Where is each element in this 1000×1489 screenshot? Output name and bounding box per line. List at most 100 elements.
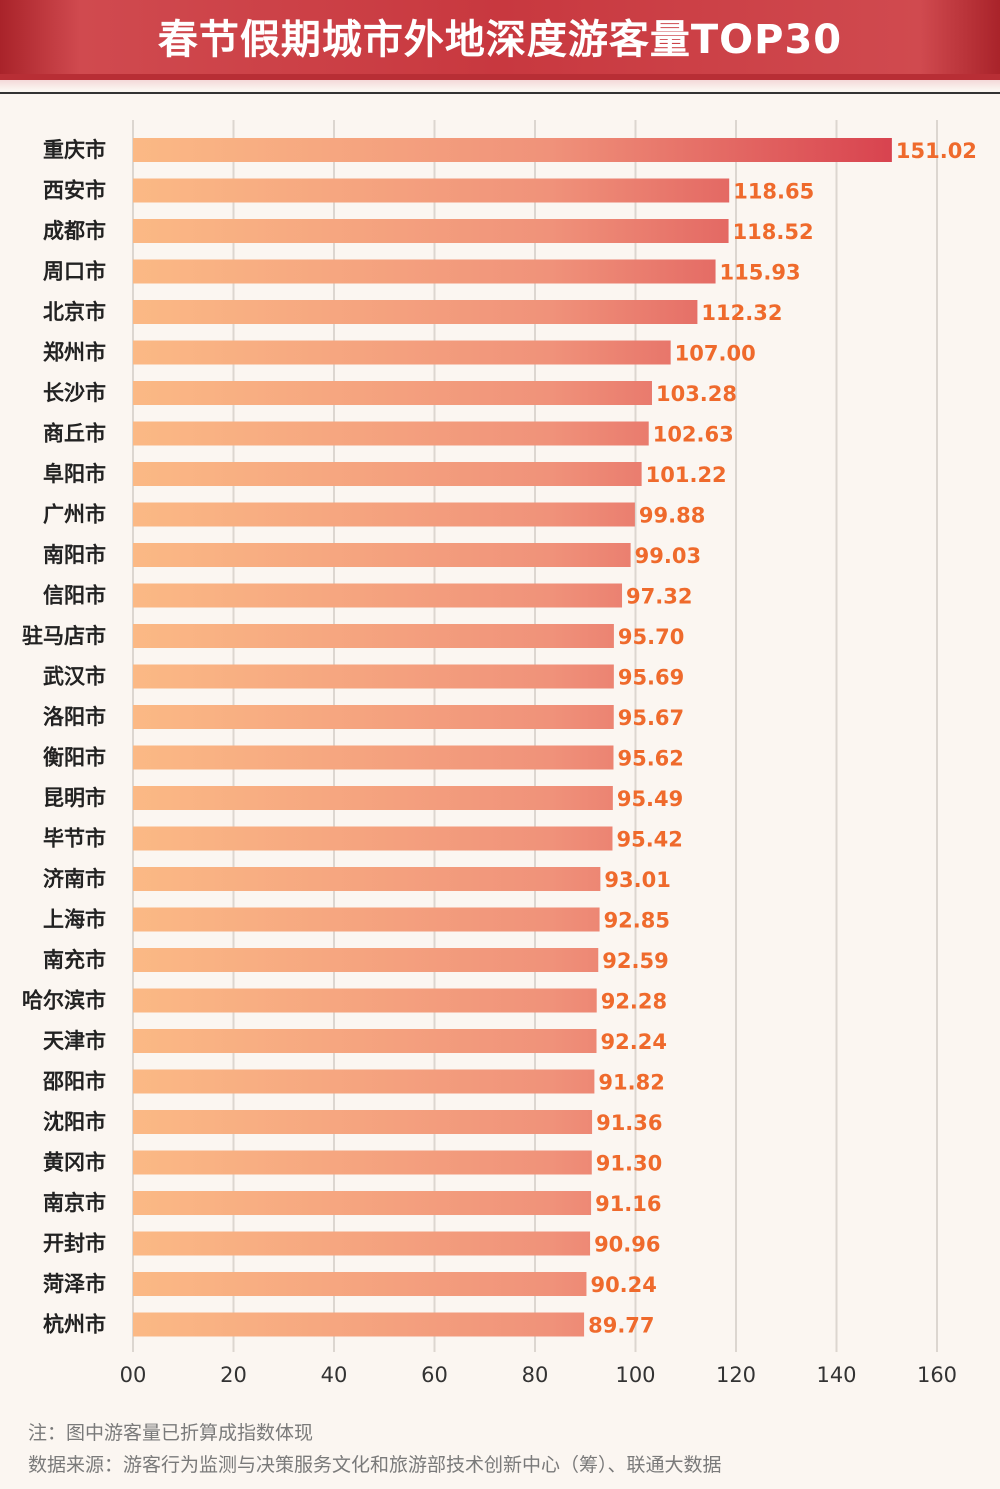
- category-label: 南充市: [43, 948, 106, 972]
- bar: [133, 502, 635, 527]
- bar: [133, 867, 601, 891]
- value-label: 97.32: [626, 585, 692, 609]
- footnote: 注：图中游客量已折算成指数体现: [28, 1422, 314, 1444]
- x-tick-label: 60: [421, 1363, 448, 1387]
- category-label: 长沙市: [43, 381, 106, 405]
- bar: [133, 1272, 587, 1296]
- category-label: 衡阳市: [43, 746, 106, 770]
- x-tick-label: 40: [321, 1363, 348, 1387]
- category-label: 广州市: [43, 503, 106, 527]
- value-label: 118.52: [733, 220, 814, 244]
- category-label: 洛阳市: [43, 705, 106, 729]
- bar: [133, 826, 613, 851]
- bar: [133, 1191, 592, 1215]
- x-tick-label: 160: [917, 1363, 957, 1387]
- value-label: 92.28: [601, 990, 667, 1014]
- bar: [133, 462, 642, 486]
- bar: [133, 300, 698, 324]
- bar: [133, 421, 649, 446]
- bar: [133, 907, 600, 932]
- x-tick-label: 120: [716, 1363, 756, 1387]
- value-label: 95.42: [616, 828, 682, 852]
- header-stripe: [0, 80, 1000, 90]
- value-label: 107.00: [675, 342, 756, 366]
- category-label: 邵阳市: [42, 1070, 106, 1094]
- bar: [133, 1312, 585, 1337]
- value-label: 90.24: [590, 1273, 656, 1297]
- value-label: 91.30: [596, 1152, 662, 1176]
- header-banner: [0, 0, 1000, 80]
- category-label: 昆明市: [43, 786, 106, 810]
- category-label: 信阳市: [43, 584, 106, 608]
- bar: [133, 381, 652, 405]
- bar: [133, 624, 614, 648]
- value-label: 101.22: [646, 463, 727, 487]
- bar: [133, 988, 597, 1013]
- category-label: 郑州市: [43, 341, 106, 365]
- category-label: 沈阳市: [43, 1110, 106, 1134]
- bar: [133, 1110, 593, 1134]
- bar: [133, 219, 729, 243]
- category-label: 黄冈市: [43, 1151, 106, 1175]
- value-label: 89.77: [588, 1314, 654, 1338]
- category-label: 周口市: [43, 260, 106, 284]
- data-source: 数据来源：游客行为监测与决策服务文化和旅游部技术创新中心（筹）、联通大数据: [28, 1454, 722, 1476]
- category-label: 菏泽市: [43, 1272, 106, 1296]
- value-label: 99.88: [639, 504, 705, 528]
- value-label: 95.69: [618, 666, 684, 690]
- bar: [133, 543, 631, 567]
- value-label: 112.32: [701, 301, 782, 325]
- header-divider: [0, 92, 1000, 94]
- bar: [133, 705, 614, 729]
- bar: [133, 786, 613, 810]
- value-label: 95.49: [617, 787, 683, 811]
- bar: [133, 340, 671, 365]
- value-label: 91.36: [596, 1111, 662, 1135]
- category-label: 武汉市: [43, 665, 106, 689]
- value-label: 151.02: [896, 139, 977, 163]
- value-label: 95.62: [617, 747, 683, 771]
- value-label: 99.03: [635, 544, 701, 568]
- bar: [133, 948, 599, 972]
- bar: [133, 745, 614, 770]
- value-label: 93.01: [604, 868, 670, 892]
- bar: [133, 178, 730, 203]
- category-label: 上海市: [43, 908, 106, 932]
- value-label: 91.82: [598, 1071, 664, 1095]
- x-tick-label: 80: [522, 1363, 549, 1387]
- bar: [133, 138, 892, 162]
- category-label: 哈尔滨市: [22, 989, 106, 1013]
- x-tick-label: 20: [220, 1363, 247, 1387]
- value-label: 92.24: [601, 1030, 667, 1054]
- category-label: 天津市: [43, 1029, 106, 1053]
- value-label: 92.59: [602, 949, 668, 973]
- category-label: 南京市: [43, 1191, 106, 1215]
- category-label: 重庆市: [43, 138, 106, 162]
- category-label: 开封市: [43, 1232, 106, 1256]
- category-label: 西安市: [43, 179, 106, 203]
- bar: [133, 583, 623, 608]
- category-label: 杭州市: [43, 1313, 106, 1337]
- category-label: 驻马店市: [22, 624, 106, 648]
- category-label: 北京市: [43, 300, 106, 324]
- value-label: 90.96: [594, 1233, 660, 1257]
- category-label: 毕节市: [43, 827, 106, 851]
- category-label: 成都市: [43, 219, 106, 243]
- value-label: 102.63: [653, 423, 734, 447]
- category-label: 阜阳市: [43, 462, 106, 486]
- x-tick-label: 00: [120, 1363, 147, 1387]
- category-label: 南阳市: [43, 543, 106, 567]
- bar: [133, 259, 716, 284]
- category-label: 商丘市: [43, 422, 106, 446]
- bar: [133, 1069, 595, 1094]
- bar: [133, 664, 614, 689]
- value-label: 95.70: [618, 625, 684, 649]
- value-label: 118.65: [733, 180, 814, 204]
- chart-title: 春节假期城市外地深度游客量TOP30: [157, 17, 843, 63]
- bar: [133, 1029, 597, 1053]
- x-tick-label: 100: [615, 1363, 655, 1387]
- category-label: 济南市: [43, 867, 106, 891]
- value-label: 115.93: [720, 261, 801, 285]
- value-label: 103.28: [656, 382, 737, 406]
